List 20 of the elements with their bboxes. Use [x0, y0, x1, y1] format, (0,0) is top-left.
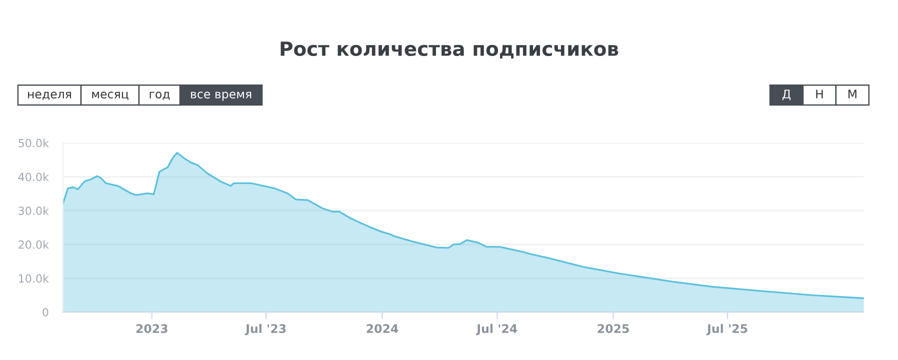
chart-title: Рост количества подписчиков — [280, 42, 618, 58]
x-tick-label: 2023 — [136, 324, 168, 334]
text: месяц — [92, 92, 128, 100]
x-tick-label: Jul '25 — [706, 324, 748, 336]
x-tick-label: 2024 — [366, 324, 398, 334]
y-tick-label: 30.0k — [18, 206, 49, 215]
text: Н — [816, 90, 823, 98]
y-tick-label: 0 — [42, 308, 48, 316]
text: М — [848, 90, 856, 98]
text: все время — [191, 92, 252, 101]
text: неделя — [28, 92, 72, 100]
x-tick-label: Jul '24 — [476, 324, 518, 336]
x-tick-label: 2025 — [598, 324, 629, 334]
y-tick-label: 40.0k — [18, 172, 49, 182]
y-tick-label: 10.0k — [19, 274, 49, 283]
text: Д — [782, 90, 791, 100]
x-tick-label: Jul '23 — [244, 324, 286, 336]
y-tick-label: 50.0k — [18, 138, 49, 148]
y-tick-label: 20.0k — [18, 240, 49, 249]
text: год — [150, 92, 170, 100]
